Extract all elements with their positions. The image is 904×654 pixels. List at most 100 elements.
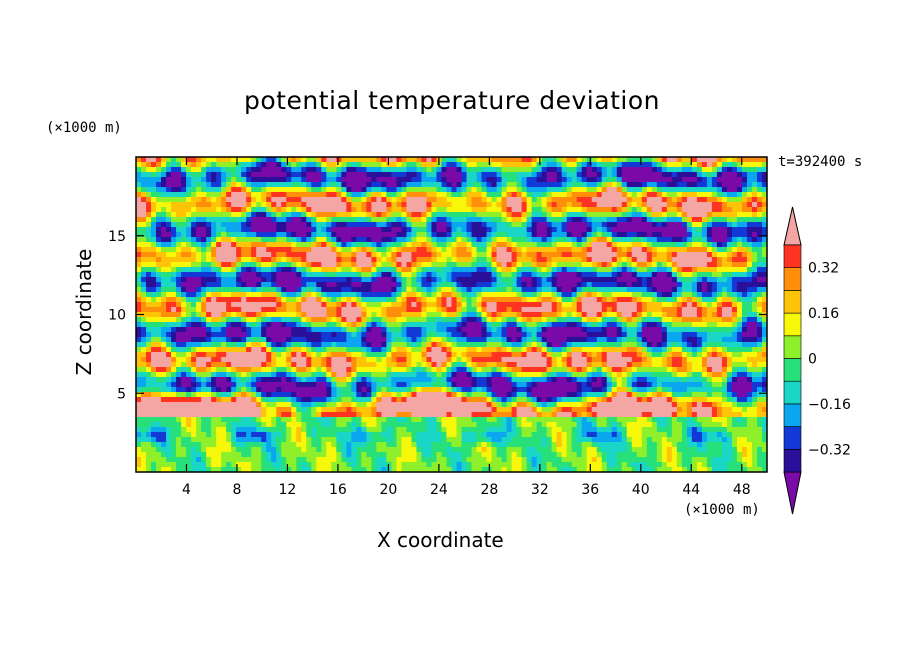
field-cell (706, 277, 713, 283)
field-cell (646, 312, 653, 318)
field-cell (696, 342, 703, 348)
field-cell (496, 212, 503, 218)
field-cell (716, 237, 723, 243)
field-cell (201, 217, 207, 223)
field-cell (341, 282, 347, 288)
field-cell (396, 257, 403, 263)
field-cell (601, 242, 608, 248)
field-cell (641, 222, 648, 228)
field-cell (621, 347, 628, 353)
field-cell (196, 337, 202, 343)
field-cell (516, 282, 523, 288)
field-cell (736, 317, 743, 323)
field-cell (341, 352, 347, 358)
field-cell (226, 287, 232, 293)
field-cell (736, 287, 743, 293)
field-cell (451, 302, 458, 308)
field-cell (216, 297, 222, 303)
field-cell (176, 257, 182, 263)
field-cell (186, 182, 192, 188)
field-cell (746, 157, 753, 163)
field-cell (201, 257, 207, 263)
field-cell (726, 322, 733, 328)
field-cell (266, 232, 272, 238)
field-cell (456, 332, 463, 338)
field-cell (181, 162, 187, 168)
field-cell (221, 162, 227, 168)
field-cell (271, 257, 277, 263)
field-cell (616, 212, 623, 218)
field-cell (346, 242, 352, 248)
field-cell (166, 227, 172, 233)
field-cell (721, 257, 728, 263)
field-cell (291, 207, 297, 213)
field-cell (531, 197, 538, 203)
field-cell (411, 347, 418, 353)
field-cell (211, 262, 217, 268)
field-cell (211, 167, 217, 173)
field-cell (431, 207, 438, 213)
field-cell (756, 212, 763, 218)
field-cell (301, 232, 307, 238)
field-cell (681, 157, 688, 163)
field-cell (201, 342, 207, 348)
field-cell (641, 317, 648, 323)
field-cell (391, 207, 398, 213)
field-cell (406, 192, 413, 198)
field-cell (426, 187, 433, 193)
field-cell (716, 187, 723, 193)
field-cell (461, 212, 468, 218)
field-cell (411, 207, 418, 213)
field-cell (551, 312, 558, 318)
field-cell (626, 187, 633, 193)
field-cell (206, 177, 212, 183)
field-cell (601, 282, 608, 288)
field-cell (611, 232, 618, 238)
field-cell (646, 207, 653, 213)
field-cell (601, 192, 608, 198)
field-cell (441, 182, 448, 188)
field-cell (246, 277, 252, 283)
field-cell (196, 322, 202, 328)
field-cell (471, 172, 478, 178)
field-cell (696, 287, 703, 293)
field-cell (671, 317, 678, 323)
field-cell (136, 262, 142, 268)
field-cell (496, 322, 503, 328)
field-cell (511, 317, 518, 323)
field-cell (741, 297, 748, 303)
field-cell (281, 292, 287, 298)
field-cell (431, 292, 438, 298)
field-cell (431, 197, 438, 203)
field-cell (286, 237, 292, 243)
field-cell (641, 262, 648, 268)
field-cell (636, 157, 643, 163)
field-cell (281, 317, 287, 323)
field-cell (691, 322, 698, 328)
field-cell (451, 197, 458, 203)
field-cell (461, 277, 468, 283)
field-cell (181, 307, 187, 313)
field-cell (156, 262, 162, 268)
field-cell (676, 282, 683, 288)
field-cell (626, 222, 633, 228)
field-cell (221, 262, 227, 268)
field-cell (461, 282, 468, 288)
field-cell (341, 252, 347, 258)
field-cell (581, 317, 588, 323)
field-cell (281, 207, 287, 213)
field-cell (241, 182, 247, 188)
field-cell (706, 242, 713, 248)
field-cell (526, 212, 533, 218)
field-cell (301, 247, 307, 253)
field-cell (331, 177, 337, 183)
field-cell (686, 172, 693, 178)
field-cell (331, 272, 337, 278)
field-cell (591, 157, 598, 163)
field-cell (661, 287, 668, 293)
field-cell (571, 302, 578, 308)
field-cell (621, 192, 628, 198)
field-cell (441, 347, 448, 353)
field-cell (361, 257, 367, 263)
field-cell (606, 277, 613, 283)
